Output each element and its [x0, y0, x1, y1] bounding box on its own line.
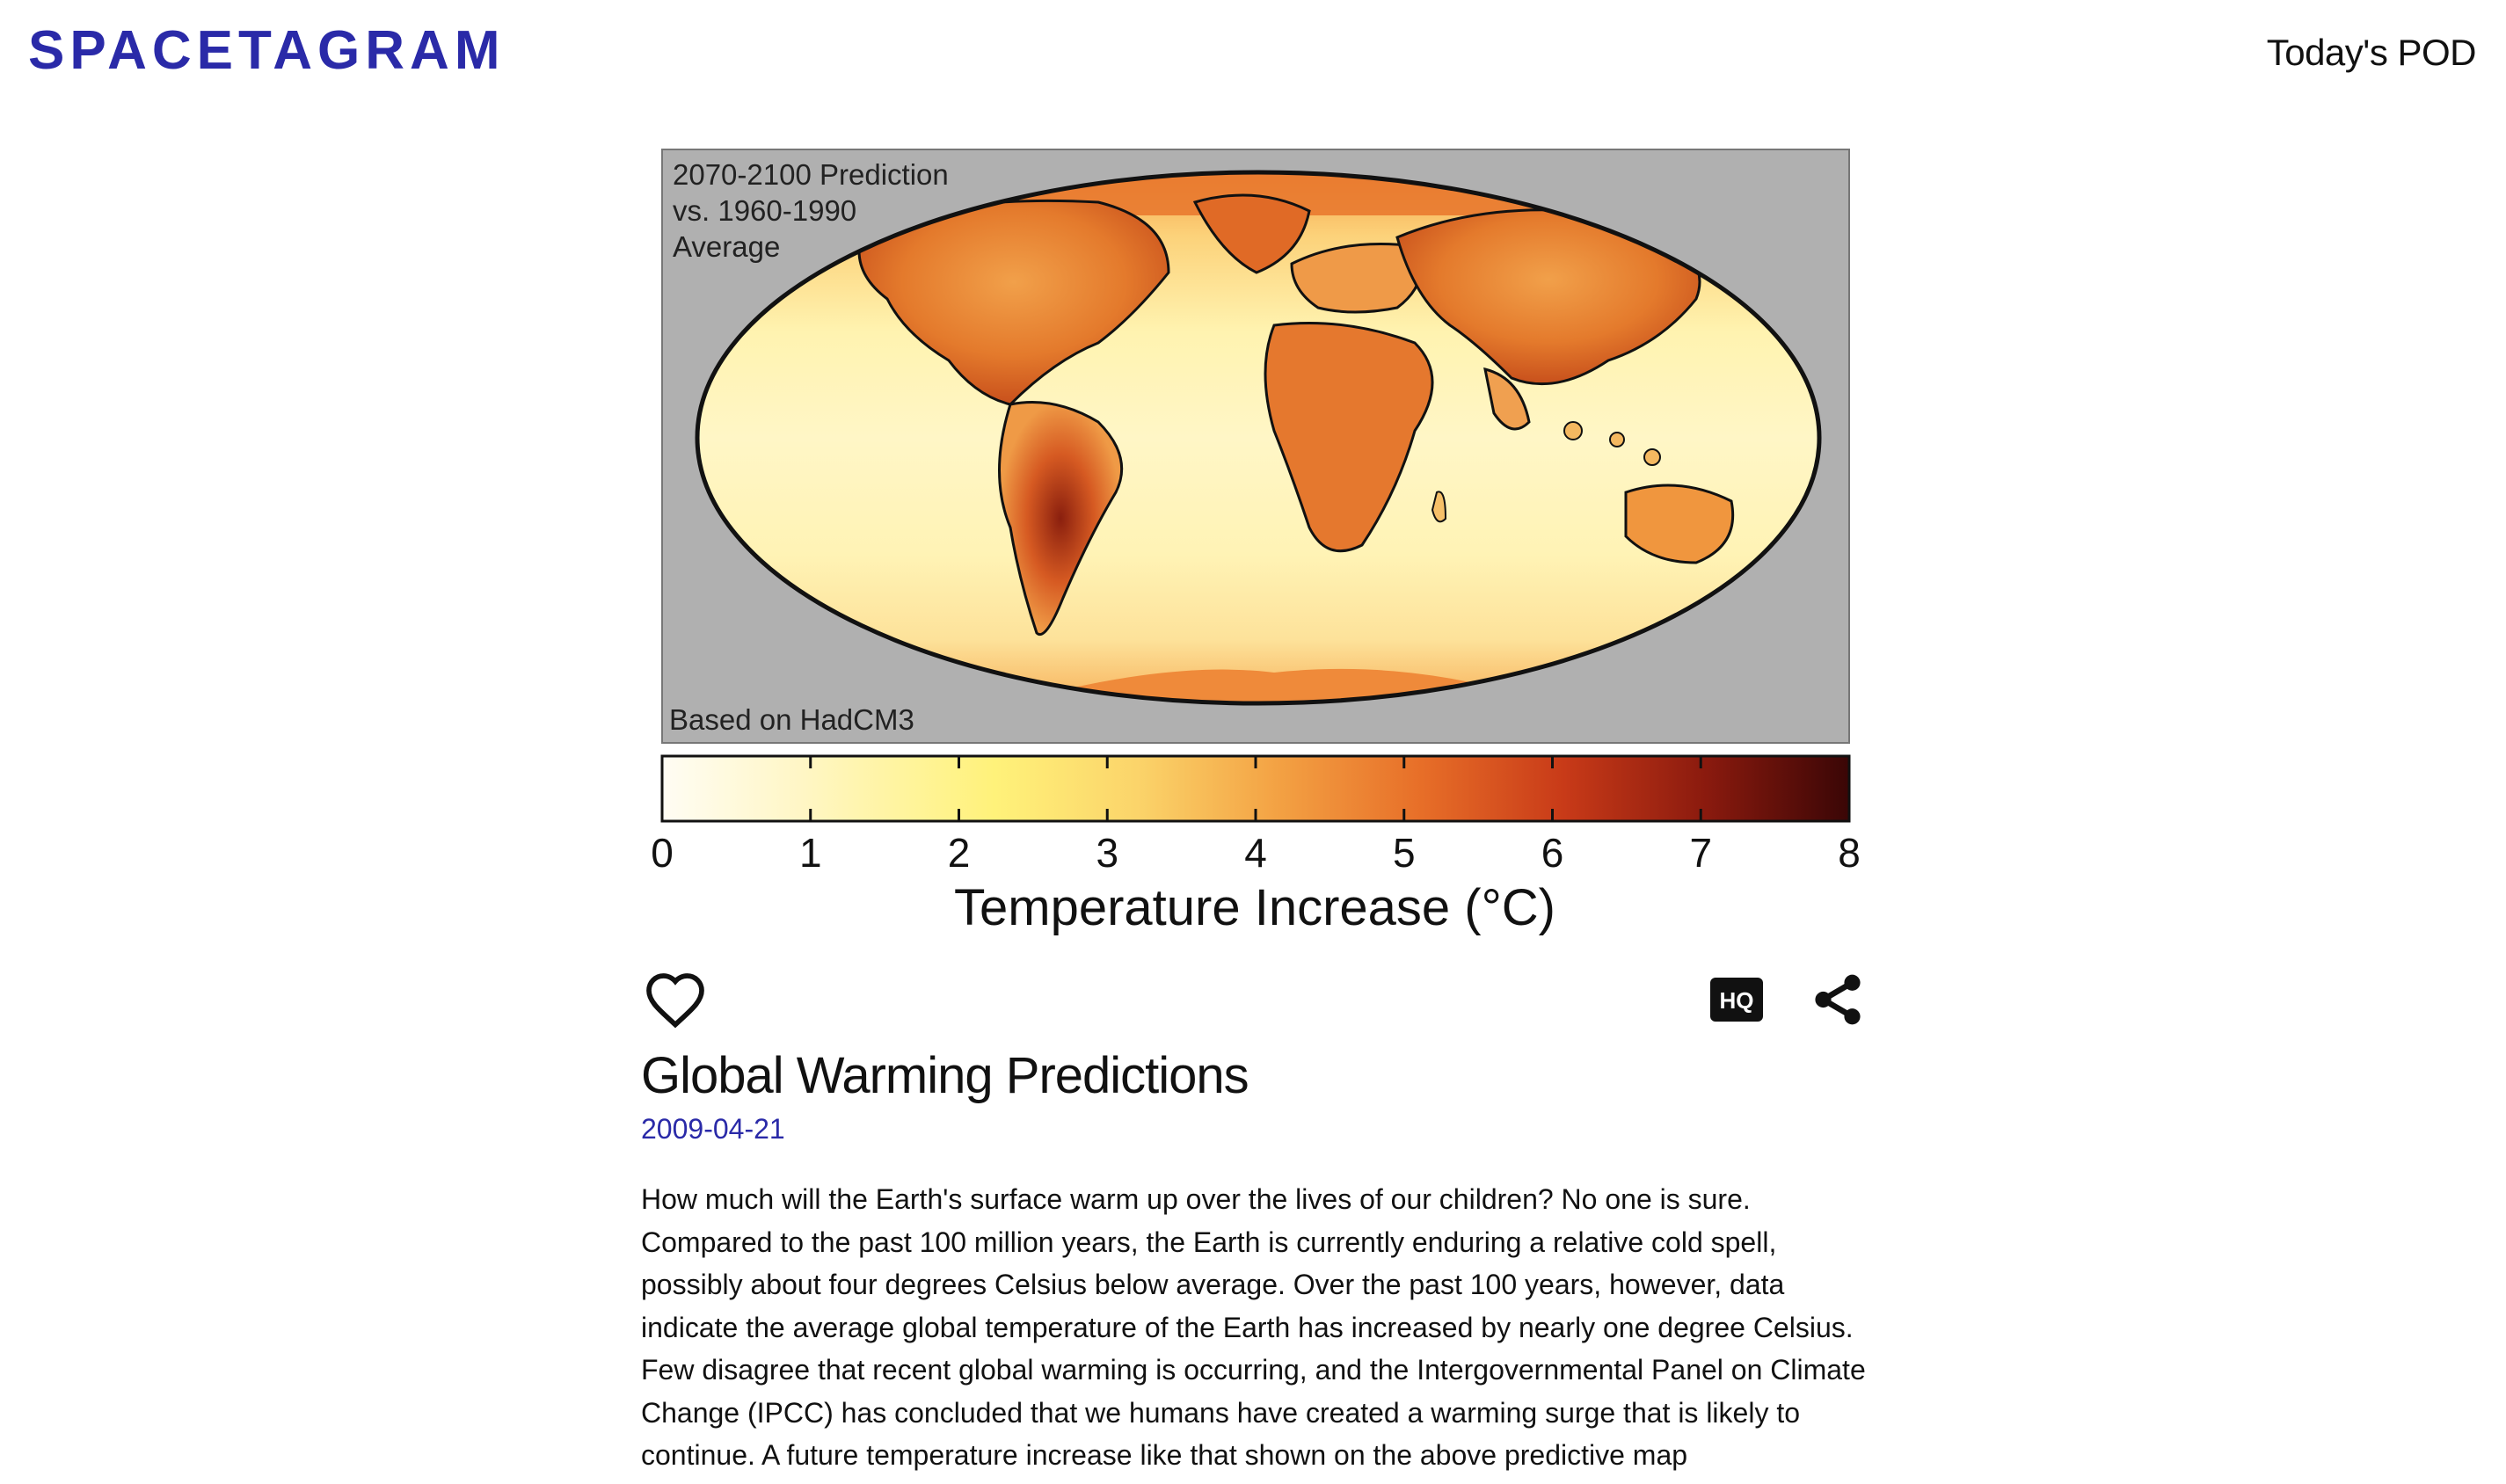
globe-outline — [695, 170, 1822, 706]
colorbar-tick-label: 8 — [1838, 830, 1861, 876]
hq-icon-label: HQ — [1720, 987, 1754, 1014]
colorbar-tick-label: 1 — [799, 830, 822, 876]
colorbar-tick-label: 5 — [1393, 830, 1416, 876]
brand-logo-link[interactable]: SPACETAGRAM — [28, 20, 506, 81]
post-card: 2070-2100 Prediction vs. 1960-1990 Avera… — [641, 0, 1866, 1484]
hq-icon: HQ — [1710, 978, 1763, 1022]
share-button[interactable] — [1803, 965, 1872, 1034]
share-icon — [1815, 974, 1861, 1025]
colorbar-tick-label: 4 — [1244, 830, 1267, 876]
colorbar-tick-label: 3 — [1096, 830, 1118, 876]
post-date: 2009-04-21 — [641, 1113, 785, 1145]
apod-image: 2070-2100 Prediction vs. 1960-1990 Avera… — [651, 149, 1861, 936]
like-button[interactable] — [641, 965, 710, 1034]
heart-icon — [646, 973, 704, 1029]
map-caption-line-3: Average — [673, 230, 780, 263]
colorbar-tick-label: 6 — [1541, 830, 1564, 876]
colorbar-tick-label: 2 — [948, 830, 971, 876]
colorbar-tick-label: 7 — [1689, 830, 1712, 876]
colorbar-tick-label: 0 — [651, 830, 674, 876]
colorbar-label: Temperature Increase (°C) — [954, 879, 1555, 936]
map-caption-line-1: 2070-2100 Prediction — [673, 158, 949, 191]
post-description: How much will the Earth's surface warm u… — [641, 1183, 1866, 1471]
hq-image-button[interactable]: HQ — [1702, 965, 1771, 1034]
post-actions: HQ — [641, 965, 1866, 1037]
colorbar-ticks: 0 1 2 3 4 5 6 7 8 — [651, 756, 1861, 876]
post-title: Global Warming Predictions — [641, 1047, 1249, 1104]
map-credit: Based on HadCM3 — [669, 703, 914, 736]
map-caption-line-2: vs. 1960-1990 — [673, 194, 856, 227]
todays-pod-link[interactable]: Today's POD — [2266, 32, 2477, 73]
app-header: SPACETAGRAM Today's POD — [0, 0, 2506, 114]
